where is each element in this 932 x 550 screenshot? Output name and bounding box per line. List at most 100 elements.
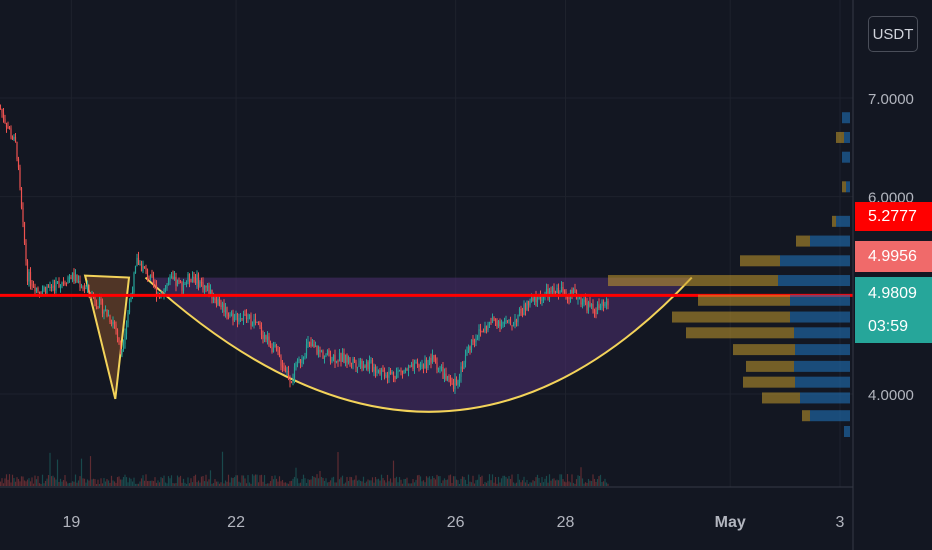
volume-bar: [323, 480, 326, 486]
candle-body: [133, 273, 135, 293]
candle-body: [55, 281, 57, 291]
volume-bar: [422, 480, 425, 486]
candle-body: [43, 287, 45, 290]
candle-body: [292, 378, 294, 383]
volume-bar: [112, 480, 114, 486]
volume-bar: [160, 477, 162, 486]
candle-body: [421, 364, 423, 366]
candle-body: [454, 378, 456, 390]
candle-body: [377, 370, 380, 373]
volume-bar: [403, 479, 405, 486]
volume-bar: [85, 482, 87, 486]
volume-bar: [557, 480, 560, 486]
volume-bar: [401, 483, 404, 486]
candle-body: [235, 313, 237, 315]
volume-bar: [517, 474, 519, 486]
volume-bar: [466, 483, 468, 486]
volume-profile-bar-right: [810, 410, 850, 422]
volume-bar: [472, 475, 474, 486]
candle-body: [73, 272, 75, 282]
volume-bar: [227, 474, 230, 486]
volume-bar: [547, 482, 549, 486]
volume-bar: [124, 474, 126, 486]
volume-bar: [181, 482, 183, 486]
candle-body: [169, 276, 171, 282]
volume-bar: [169, 478, 171, 486]
volume-bar: [4, 478, 6, 486]
candle-body: [314, 345, 317, 347]
volume-bar: [236, 475, 239, 486]
volume-bar: [77, 480, 80, 486]
candle-body: [401, 370, 404, 373]
volume-bar: [497, 476, 500, 486]
candle-body: [245, 314, 248, 320]
volume-bar: [290, 480, 293, 486]
candle-body: [254, 319, 257, 323]
candle-body: [305, 344, 308, 356]
candle-body: [230, 313, 233, 316]
volume-bar: [523, 476, 525, 486]
volume-bar: [446, 479, 449, 486]
candle-body: [595, 313, 597, 315]
volume-bar: [433, 477, 435, 486]
candle-body: [125, 322, 128, 335]
candle-body: [577, 298, 579, 300]
candle-body: [22, 207, 24, 223]
candle-body: [8, 127, 11, 129]
candle-body: [67, 277, 69, 284]
candle-body: [332, 354, 335, 360]
volume-bar: [59, 478, 62, 486]
bar-countdown: 03:59: [868, 318, 909, 335]
candle-body: [34, 286, 36, 292]
candle-body: [223, 303, 225, 313]
volume-bar: [31, 477, 33, 486]
time-axis[interactable]: 19 22 26 28 May 3: [62, 514, 844, 531]
candle-body: [166, 284, 168, 289]
candle-body: [605, 301, 608, 304]
candle-body: [25, 243, 27, 262]
candle-body: [49, 286, 51, 288]
candle-body: [433, 355, 435, 359]
volume-bar: [107, 480, 110, 486]
volume-bar: [73, 481, 75, 486]
volume-bar: [314, 477, 317, 486]
volume-bar: [22, 476, 24, 486]
cup-curve: [144, 276, 693, 413]
candle-body: [475, 338, 477, 342]
volume-bar: [16, 477, 18, 486]
candle-body: [62, 282, 65, 284]
volume-bar: [161, 478, 164, 486]
volume-bar: [250, 483, 252, 486]
candle-body: [521, 313, 524, 316]
volume-bar: [293, 476, 296, 486]
candle-body: [301, 359, 303, 363]
volume-bar: [469, 481, 471, 486]
volume-bar: [419, 476, 422, 486]
candle-body: [200, 281, 203, 283]
currency-button[interactable]: USDT: [868, 16, 918, 52]
candle-body: [256, 321, 258, 323]
volume-bar: [559, 474, 561, 486]
candle-body: [178, 280, 180, 282]
candle-body: [497, 321, 500, 327]
volume-bar: [137, 483, 140, 486]
volume-bar: [532, 480, 534, 486]
candle-body: [547, 288, 549, 298]
candle-body: [104, 309, 107, 312]
candle-body: [601, 301, 603, 306]
volume-bar: [601, 482, 603, 486]
candle-body: [307, 341, 309, 345]
volume-bar: [424, 482, 426, 486]
volume-bar: [391, 482, 393, 486]
volume-bar: [317, 478, 320, 486]
volume-bar: [563, 481, 566, 486]
volume-bar: [499, 482, 501, 486]
volume-bar: [455, 479, 458, 486]
volume-bar: [328, 482, 330, 486]
volume-bar: [490, 480, 492, 486]
candle-body: [109, 315, 111, 323]
volume-bar: [197, 480, 200, 486]
volume-bar: [262, 481, 264, 486]
volume-bar: [571, 474, 573, 486]
